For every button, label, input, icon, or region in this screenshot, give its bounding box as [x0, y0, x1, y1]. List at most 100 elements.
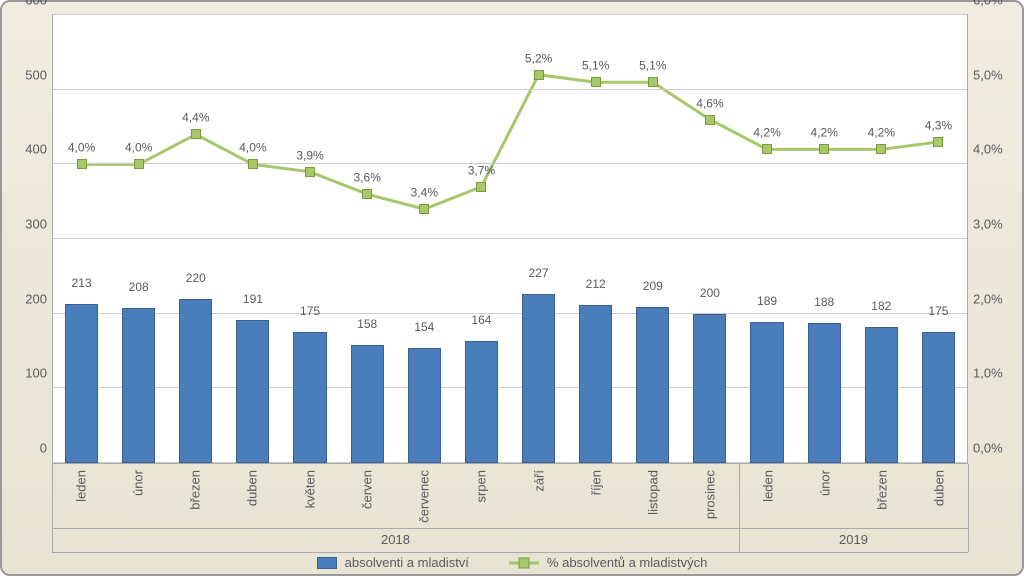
- line-value-label: 4,6%: [696, 96, 723, 110]
- bar: [693, 314, 726, 463]
- x-axis: leden únor březen duben květen červen červenec…: [52, 464, 968, 544]
- legend-item-bars: absolventi a mladiství: [317, 555, 469, 570]
- x-category-label: listopad: [646, 470, 661, 515]
- legend-item-line: % absolventů a mladistvých: [509, 555, 707, 570]
- line-value-label: 4,3%: [925, 119, 952, 133]
- x-category-label: duben: [932, 470, 947, 506]
- y-left-tick: 0: [40, 441, 47, 456]
- bar-value-label: 188: [814, 295, 834, 309]
- y-right-tick: 4,0%: [973, 142, 1003, 157]
- y-left-tick: 300: [25, 217, 47, 232]
- plot-area: 00,0%1001,0%2002,0%3003,0%4004,0%5005,0%…: [52, 14, 968, 464]
- line-marker: [648, 77, 658, 87]
- x-category-label: únor: [817, 470, 832, 496]
- line-value-label: 3,7%: [468, 163, 495, 177]
- y-left-tick: 400: [25, 142, 47, 157]
- line-value-label: 4,2%: [868, 126, 895, 140]
- bar-value-label: 220: [186, 271, 206, 285]
- x-category-label: leden: [760, 470, 775, 502]
- bar-value-label: 227: [529, 266, 549, 280]
- x-category-label: květen: [302, 470, 317, 508]
- legend-line-label: % absolventů a mladistvých: [547, 555, 707, 570]
- gridline: [53, 89, 967, 90]
- y-left-tick: 500: [25, 67, 47, 82]
- line-value-label: 4,2%: [811, 126, 838, 140]
- line-marker: [876, 144, 886, 154]
- x-category-label: září: [531, 470, 546, 492]
- line-marker: [362, 189, 372, 199]
- bar: [808, 323, 841, 463]
- y-left-tick: 600: [25, 0, 47, 8]
- x-axis-mid-border: [52, 528, 968, 529]
- line-value-label: 4,4%: [182, 111, 209, 125]
- bar: [636, 307, 669, 463]
- bar: [293, 332, 326, 463]
- y-right-tick: 5,0%: [973, 67, 1003, 82]
- x-category-label: leden: [73, 470, 88, 502]
- x-category-label: prosinec: [703, 470, 718, 519]
- line-marker: [933, 137, 943, 147]
- legend-bar-label: absolventi a mladiství: [345, 555, 469, 570]
- line-value-label: 3,9%: [296, 148, 323, 162]
- x-category-label: březen: [188, 470, 203, 510]
- bar: [750, 322, 783, 463]
- line-marker: [419, 204, 429, 214]
- bar-value-label: 158: [357, 317, 377, 331]
- x-year-label: 2019: [839, 532, 868, 547]
- x-year-label: 2018: [381, 532, 410, 547]
- gridline: [53, 14, 967, 15]
- line-marker: [77, 159, 87, 169]
- bar-value-label: 191: [243, 292, 263, 306]
- x-axis-bottom-border: [52, 552, 968, 553]
- bar: [122, 308, 155, 463]
- gridline: [53, 238, 967, 239]
- line-marker: [591, 77, 601, 87]
- bar: [522, 294, 555, 463]
- line-marker: [134, 159, 144, 169]
- bar-value-label: 164: [471, 313, 491, 327]
- line-value-label: 5,1%: [639, 59, 666, 73]
- line-marker: [248, 159, 258, 169]
- bar: [236, 320, 269, 463]
- bar: [922, 332, 955, 463]
- bar-value-label: 175: [928, 304, 948, 318]
- line-marker: [762, 144, 772, 154]
- y-right-tick: 3,0%: [973, 217, 1003, 232]
- y-right-tick: 6,0%: [973, 0, 1003, 8]
- bar: [351, 345, 384, 463]
- y-right-tick: 0,0%: [973, 441, 1003, 456]
- x-category-label: březen: [875, 470, 890, 510]
- bar-value-label: 189: [757, 294, 777, 308]
- bar: [865, 327, 898, 463]
- line-marker: [476, 182, 486, 192]
- y-left-tick: 100: [25, 366, 47, 381]
- line-marker: [534, 70, 544, 80]
- line-value-label: 5,2%: [525, 51, 552, 65]
- bar-value-label: 200: [700, 286, 720, 300]
- gridline: [53, 163, 967, 164]
- line-value-label: 5,1%: [582, 59, 609, 73]
- chart-container: 00,0%1001,0%2002,0%3003,0%4004,0%5005,0%…: [0, 0, 1024, 576]
- x-category-label: duben: [245, 470, 260, 506]
- bar-value-label: 213: [72, 276, 92, 290]
- legend-swatch-bar: [317, 557, 337, 569]
- y-right-tick: 2,0%: [973, 291, 1003, 306]
- year-separator: [968, 464, 969, 552]
- y-left-tick: 200: [25, 291, 47, 306]
- x-category-label: říjen: [588, 470, 603, 495]
- line-value-label: 4,0%: [68, 141, 95, 155]
- bar: [465, 341, 498, 463]
- x-category-label: únor: [130, 470, 145, 496]
- line-value-label: 4,0%: [239, 141, 266, 155]
- line-value-label: 4,2%: [753, 126, 780, 140]
- bar-value-label: 209: [643, 279, 663, 293]
- bar-value-label: 208: [129, 280, 149, 294]
- bar-value-label: 182: [871, 299, 891, 313]
- line-marker: [305, 167, 315, 177]
- x-category-label: červen: [359, 470, 374, 509]
- x-category-label: červenec: [417, 470, 432, 523]
- year-separator: [52, 464, 53, 552]
- line-value-label: 3,6%: [354, 171, 381, 185]
- line-marker: [819, 144, 829, 154]
- legend: absolventi a mladiství % absolventů a ml…: [2, 555, 1022, 570]
